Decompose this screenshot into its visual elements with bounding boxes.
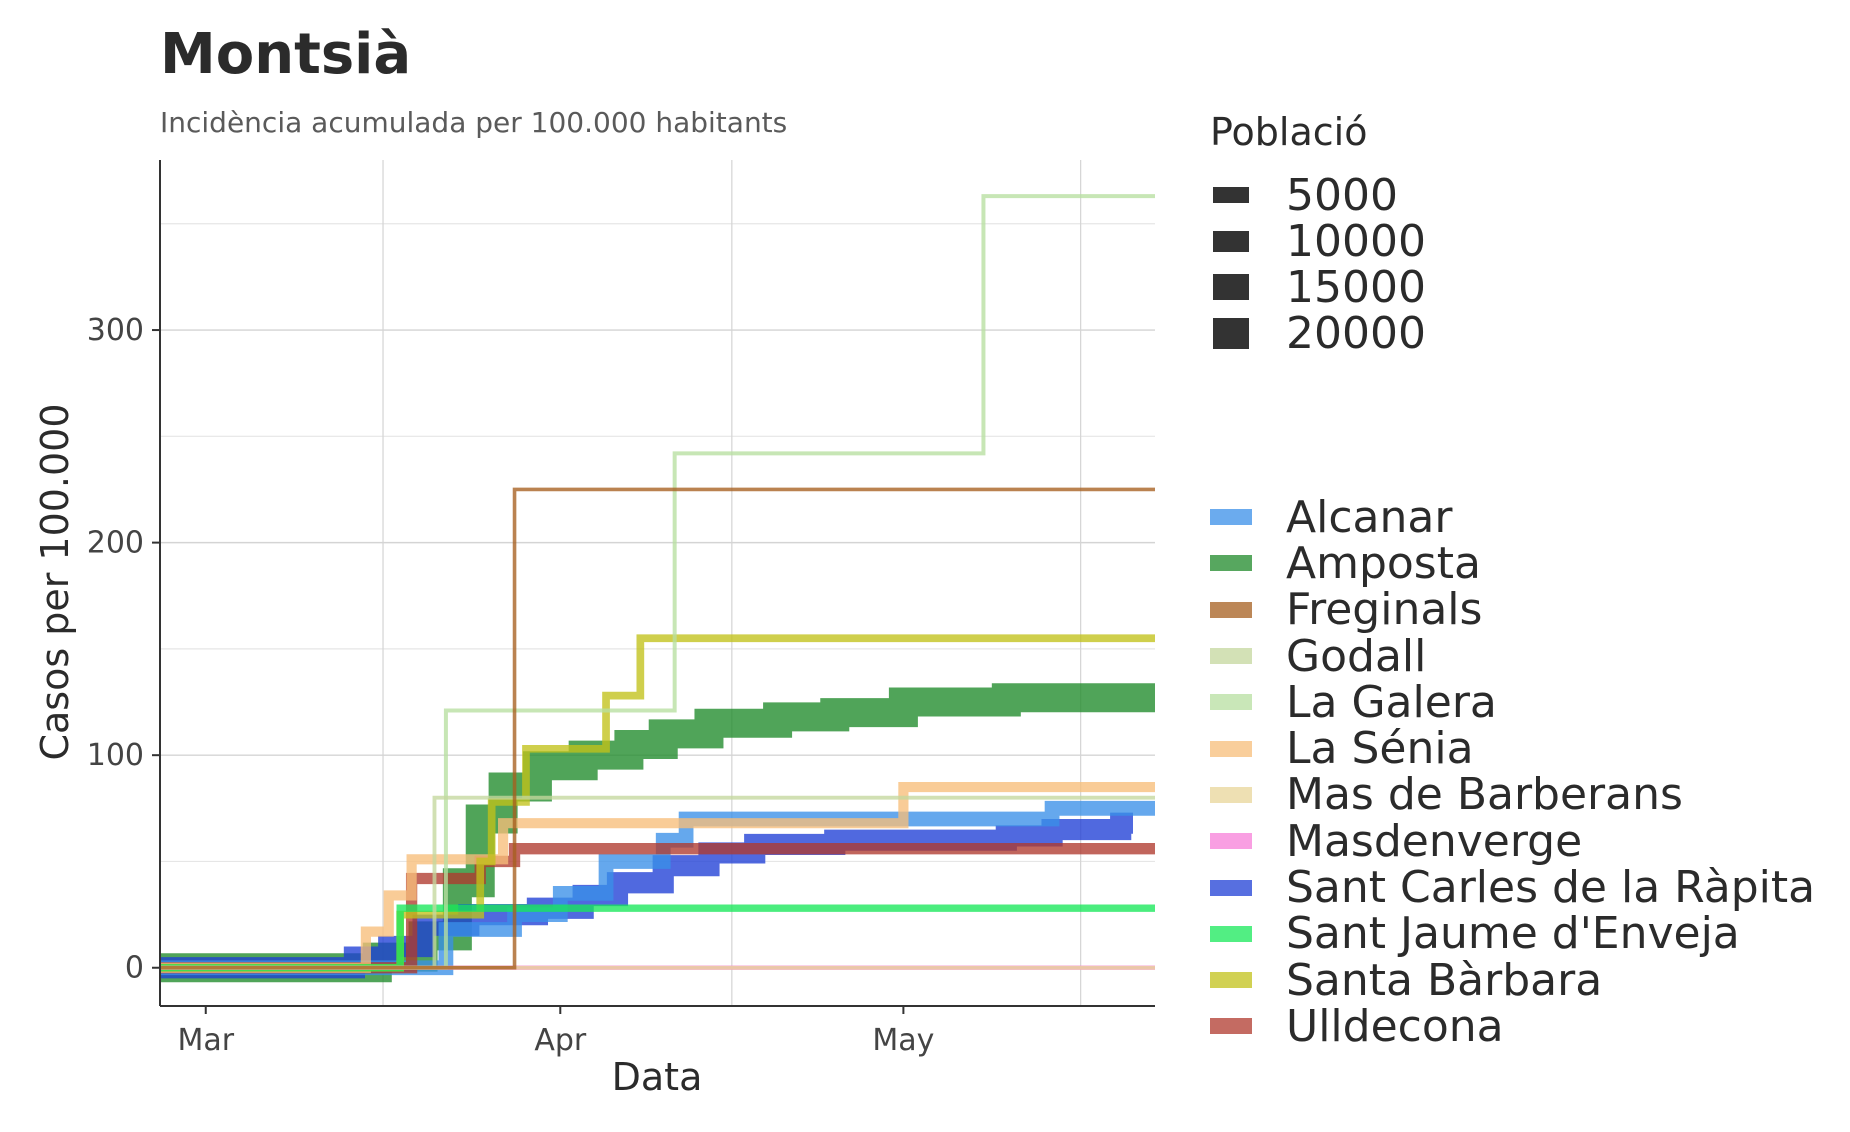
size-legend: 5000 10000 15000 20000	[1210, 169, 1426, 359]
size-legend-item: 5000	[1210, 169, 1426, 221]
color-legend-key	[1210, 601, 1252, 618]
color-legend-key	[1210, 786, 1252, 803]
y-tick-label: 100	[87, 738, 144, 773]
color-legend-label: Ulldecona	[1286, 1000, 1504, 1052]
color-legend-item: Ulldecona	[1210, 1000, 1815, 1052]
size-legend-label: 15000	[1286, 261, 1426, 313]
size-legend-key	[1210, 317, 1252, 349]
color-legend-key	[1210, 509, 1252, 526]
x-axis-title: Data	[612, 1055, 703, 1099]
color-legend-item: Sant Jaume d'Enveja	[1210, 908, 1815, 960]
color-legend-key	[1210, 555, 1252, 572]
size-legend-item: 10000	[1210, 215, 1426, 267]
color-legend-key	[1210, 1018, 1252, 1035]
tick-labels: 0 100 200 300 Mar Apr May	[87, 313, 935, 1058]
color-legend-label: La Galera	[1286, 676, 1497, 728]
color-legend-item: Amposta	[1210, 537, 1815, 589]
color-legend-label: La Sénia	[1286, 723, 1474, 775]
y-tick-label: 200	[87, 526, 144, 561]
color-legend-item: Freginals	[1210, 584, 1815, 636]
series-line-sant-carles-de-la-r-pita	[160, 812, 1133, 979]
color-legend-label: Santa Bàrbara	[1286, 954, 1603, 1006]
color-legend-item: La Galera	[1210, 676, 1815, 728]
color-legend-label: Mas de Barberans	[1286, 769, 1683, 821]
color-legend-item: Alcanar	[1210, 491, 1815, 543]
x-tick-label: Mar	[177, 1023, 234, 1058]
color-legend: Alcanar Amposta Freginals Godall La Galera La…	[1210, 491, 1816, 1052]
color-legend-label: Godall	[1286, 630, 1427, 682]
series-line-freginals	[160, 487, 1155, 970]
size-legend-title: Població	[1210, 110, 1368, 154]
size-legend-label: 10000	[1286, 215, 1426, 267]
axes	[159, 160, 1155, 1007]
color-legend-label: Masdenverge	[1286, 815, 1583, 867]
size-legend-key	[1210, 274, 1252, 300]
color-legend-label: Alcanar	[1286, 491, 1453, 543]
color-legend-label: Sant Carles de la Ràpita	[1286, 862, 1816, 914]
size-legend-item: 15000	[1210, 261, 1426, 313]
size-legend-label: 20000	[1286, 307, 1426, 359]
color-legend-item: La Sénia	[1210, 723, 1815, 775]
color-legend-key	[1210, 925, 1252, 942]
color-legend-item: Mas de Barberans	[1210, 769, 1815, 821]
y-tick-label: 300	[87, 313, 144, 348]
size-legend-key	[1210, 187, 1252, 203]
color-legend-item: Santa Bàrbara	[1210, 954, 1815, 1006]
color-legend-item: Masdenverge	[1210, 815, 1815, 867]
color-legend-key	[1210, 648, 1252, 665]
series-lines	[160, 194, 1155, 983]
size-legend-item: 20000	[1210, 307, 1426, 359]
color-legend-label: Freginals	[1286, 584, 1483, 636]
color-legend-key	[1210, 833, 1252, 850]
color-legend-item: Godall	[1210, 630, 1815, 682]
color-legend-key	[1210, 879, 1252, 896]
x-tick-label: May	[872, 1023, 934, 1058]
size-legend-key	[1210, 230, 1252, 252]
color-legend-label: Sant Jaume d'Enveja	[1286, 908, 1740, 960]
size-legend-label: 5000	[1286, 169, 1398, 221]
color-legend-item: Sant Carles de la Ràpita	[1210, 862, 1816, 914]
y-tick-label: 0	[125, 951, 144, 986]
color-legend-key	[1210, 694, 1252, 711]
color-legend-key	[1210, 972, 1252, 989]
color-legend-key	[1210, 740, 1252, 757]
chart-subtitle: Incidència acumulada per 100.000 habitan…	[160, 106, 788, 139]
y-axis-title: Casos per 100.000	[33, 403, 77, 760]
color-legend-label: Amposta	[1286, 537, 1481, 589]
x-tick-label: Apr	[534, 1023, 587, 1058]
chart-title: Montsià	[160, 22, 412, 87]
